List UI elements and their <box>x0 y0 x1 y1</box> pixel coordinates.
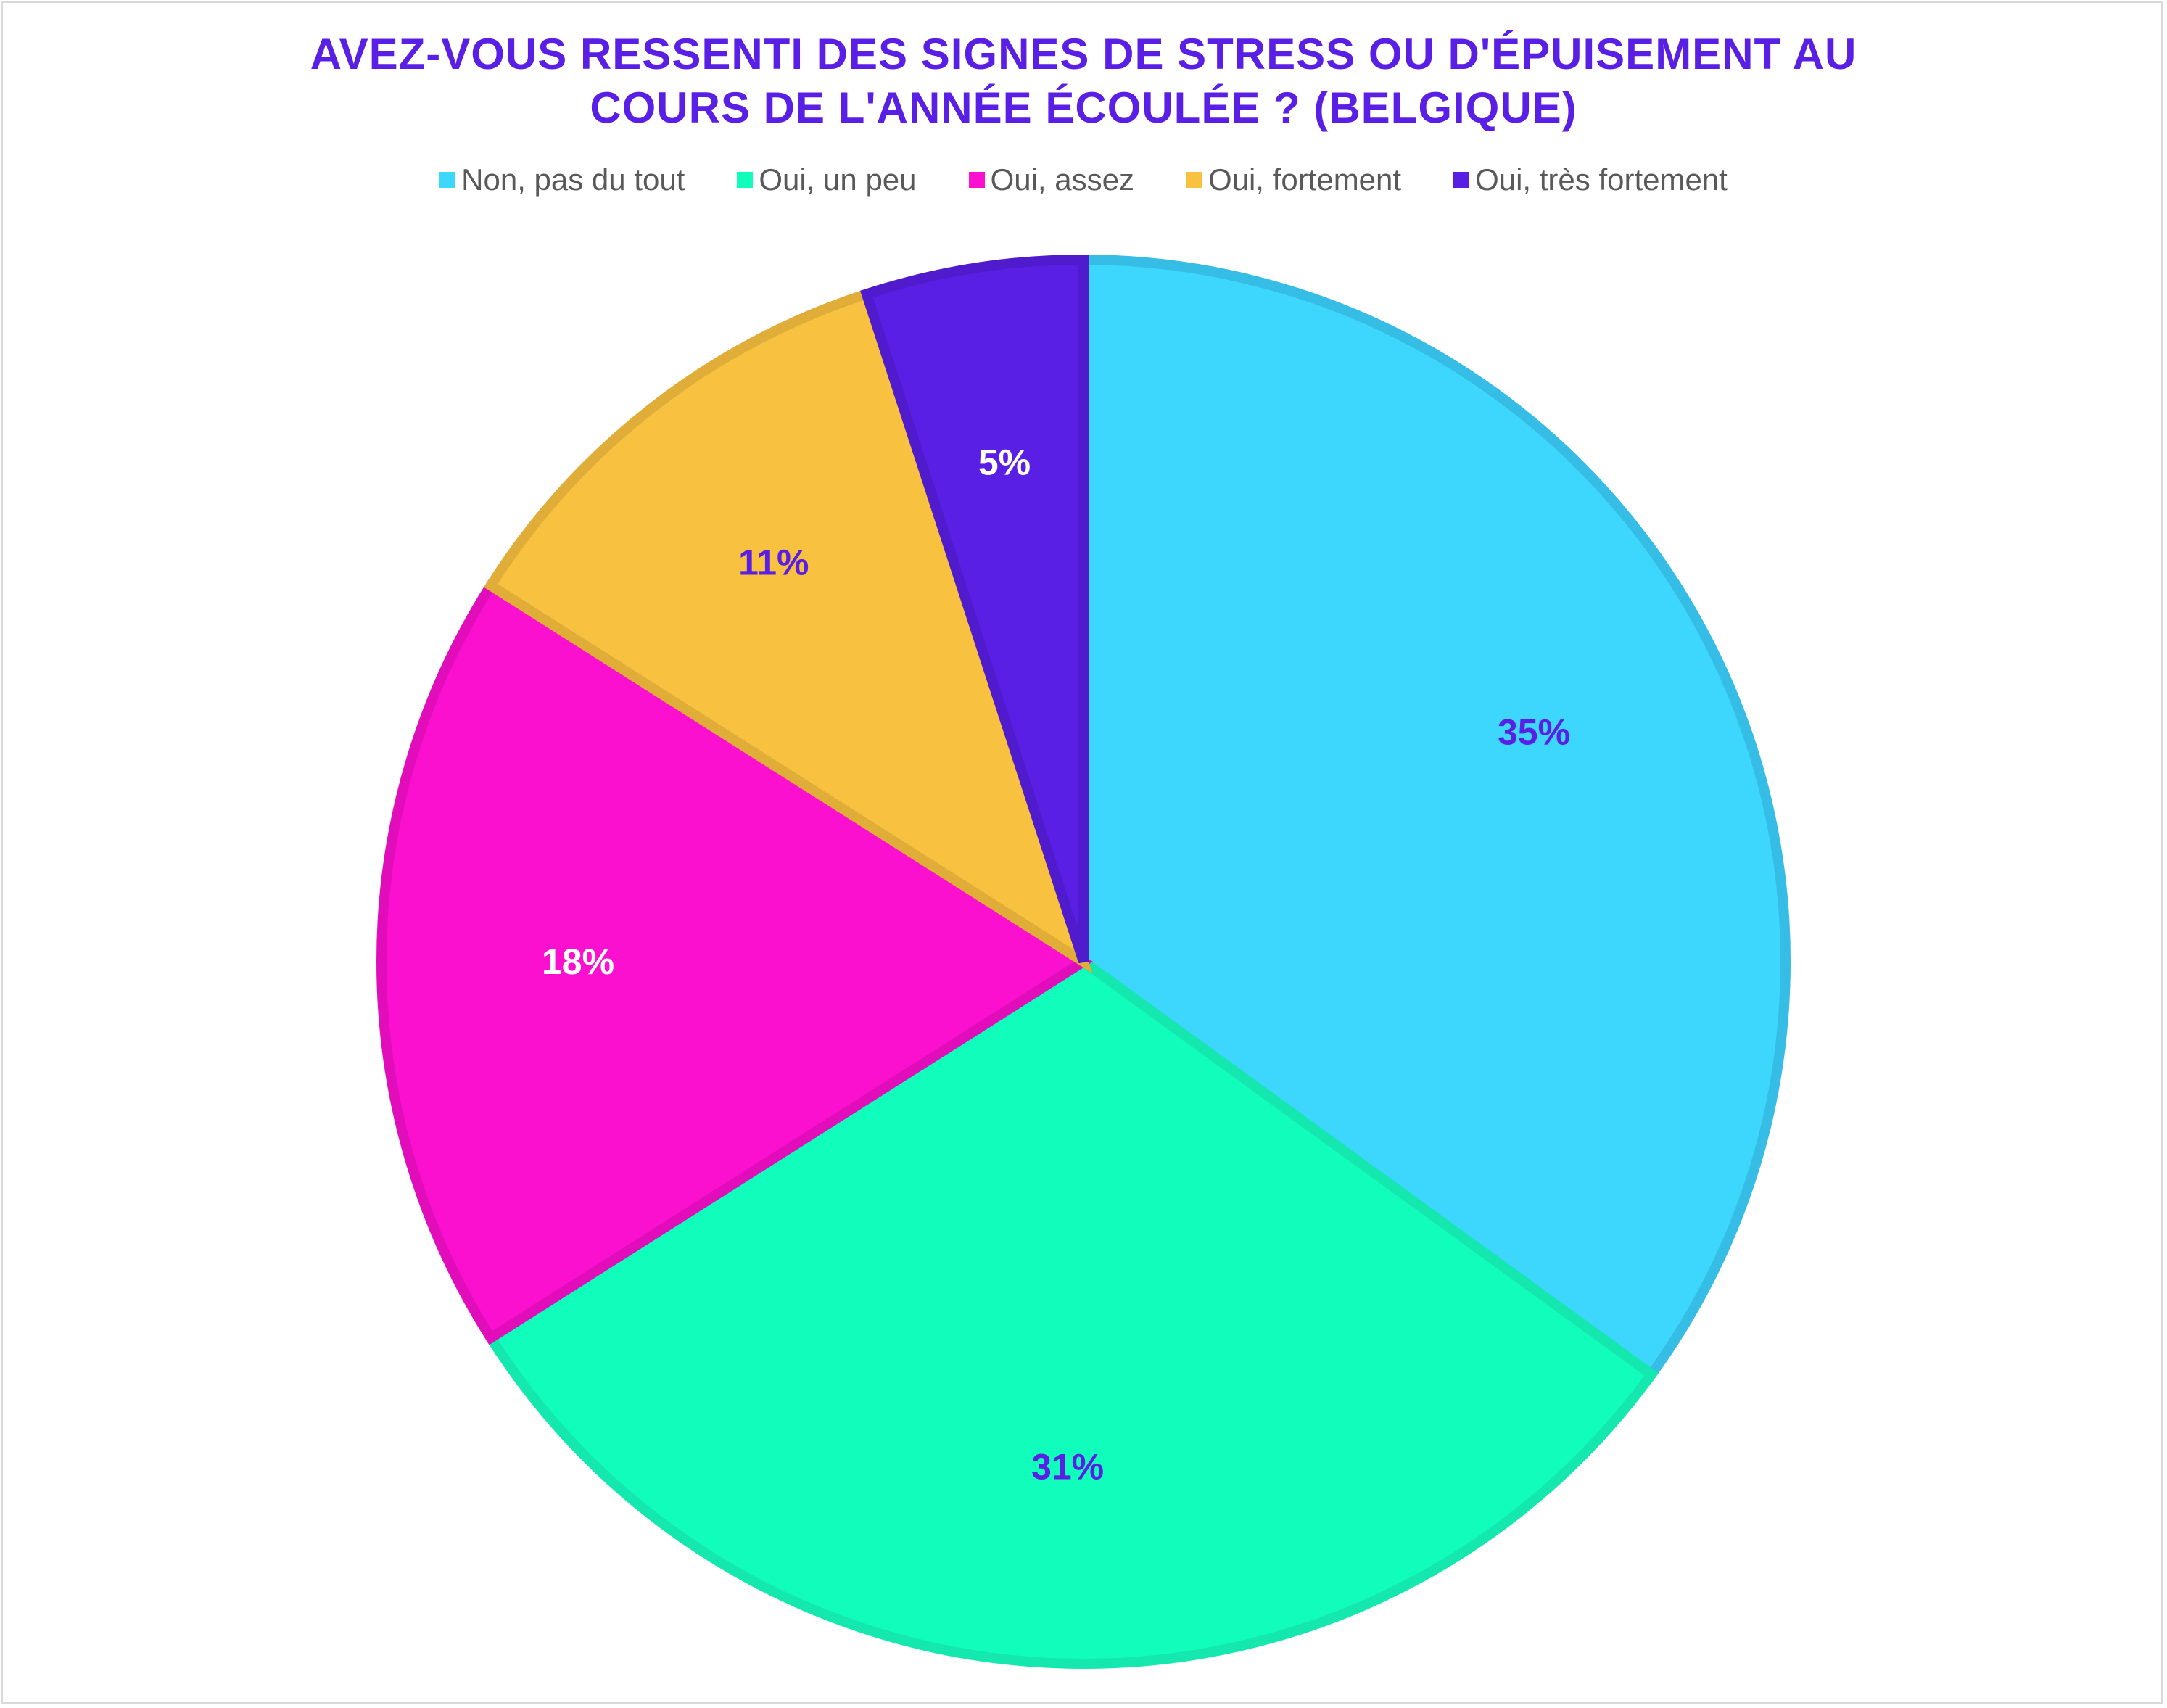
legend-item-oui-un-peu: Oui, un peu <box>737 162 917 197</box>
data-label-oui-assez: 18% <box>542 941 614 982</box>
pie-slice-non-pas-du-tout <box>1078 254 1791 1382</box>
legend-label: Oui, un peu <box>759 162 917 197</box>
legend-label: Oui, assez <box>990 162 1134 197</box>
legend-swatch <box>1453 172 1470 188</box>
data-label-oui-tres-fortement: 5% <box>978 442 1031 483</box>
legend-swatch <box>439 172 456 188</box>
legend-swatch <box>968 172 985 188</box>
pie-slice-oui-assez <box>376 578 1094 1345</box>
legend-label: Oui, fortement <box>1208 162 1402 197</box>
legend-item-oui-tres-fortement: Oui, très fortement <box>1453 162 1728 197</box>
legend-label: Non, pas du tout <box>461 162 685 197</box>
chart-title-line-2: COURS DE L'ANNÉE ÉCOULÉE ? (BELGIQUE) <box>590 83 1577 132</box>
data-label-oui-un-peu: 31% <box>1031 1447 1104 1488</box>
legend-item-oui-fortement: Oui, fortement <box>1186 162 1401 197</box>
legend-label: Oui, très fortement <box>1475 162 1728 197</box>
chart-title-line-1: AVEZ-VOUS RESSENTI DES SIGNES DE STRESS … <box>310 30 1857 78</box>
chart-legend: Non, pas du tout Oui, un peu Oui, assez … <box>0 162 2167 197</box>
data-label-non-pas-du-tout: 35% <box>1498 712 1570 753</box>
legend-swatch <box>1186 172 1202 188</box>
legend-swatch <box>737 172 754 188</box>
chart-title: AVEZ-VOUS RESSENTI DES SIGNES DE STRESS … <box>0 28 2167 135</box>
data-label-oui-fortement: 11% <box>738 542 809 582</box>
pie-slice-oui-fortement <box>484 287 1093 974</box>
pie-slice-oui-tres-fortement <box>860 254 1089 964</box>
pie-slice-oui-un-peu <box>484 955 1659 1669</box>
legend-item-non-pas-du-tout: Non, pas du tout <box>439 162 685 197</box>
legend-item-oui-assez: Oui, assez <box>968 162 1134 197</box>
